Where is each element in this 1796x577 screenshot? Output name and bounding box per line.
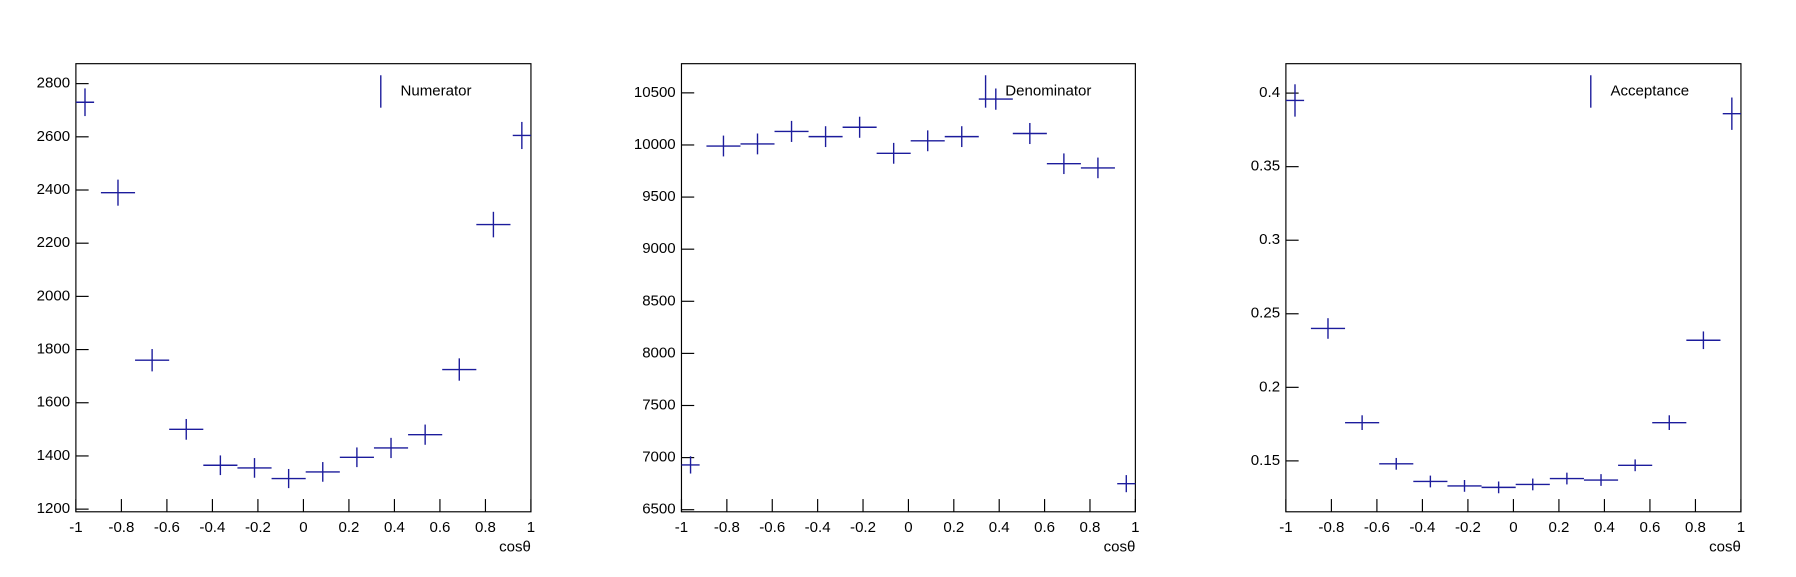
y-tick-label: 0.4 (1259, 84, 1280, 101)
x-tick-label: 0 (299, 519, 307, 536)
x-tick-label: -0.6 (759, 519, 785, 536)
x-tick-label: -0.2 (245, 519, 271, 536)
x-tick-label: -0.6 (1364, 519, 1390, 536)
y-tick-label: 2000 (37, 287, 70, 304)
y-tick-label: 2600 (37, 128, 70, 145)
y-tick-label: 10500 (634, 84, 676, 101)
y-tick-label: 6500 (642, 501, 675, 518)
y-tick-label: 7500 (642, 396, 675, 413)
x-tick-label: -0.8 (1318, 519, 1344, 536)
x-tick-label: -1 (1279, 519, 1292, 536)
x-tick-label: 0.4 (1594, 519, 1615, 536)
x-tick-label: -0.8 (714, 519, 740, 536)
x-tick-label: 0.6 (429, 519, 450, 536)
legend-label: Acceptance (1610, 82, 1689, 99)
x-tick-label: 1 (1737, 519, 1745, 536)
x-tick-label: -0.2 (850, 519, 876, 536)
x-tick-label: 1 (1131, 519, 1139, 536)
x-tick-label: 0.6 (1639, 519, 1660, 536)
x-tick-label: 0.8 (475, 519, 496, 536)
y-tick-label: 2400 (37, 181, 70, 198)
y-tick-label: 1800 (37, 341, 70, 358)
plot-frame (1285, 63, 1742, 513)
legend-label: Denominator (1005, 82, 1091, 99)
plot-frame (75, 63, 532, 513)
x-tick-label: 0.4 (989, 519, 1010, 536)
x-tick-label: 0 (1509, 519, 1517, 536)
x-tick-label: 0.8 (1685, 519, 1706, 536)
x-axis-label: cosθ (1709, 539, 1741, 556)
y-tick-label: 1200 (37, 500, 70, 517)
x-tick-label: 0.4 (384, 519, 405, 536)
y-tick-label: 9500 (642, 188, 675, 205)
y-tick-label: 2200 (37, 234, 70, 251)
x-tick-label: 0.2 (338, 519, 359, 536)
y-tick-label: 7000 (642, 449, 675, 466)
y-tick-label: 1400 (37, 447, 70, 464)
x-tick-label: 0.2 (1548, 519, 1569, 536)
x-tick-label: -0.4 (199, 519, 225, 536)
y-tick-label: 2800 (37, 75, 70, 92)
y-tick-label: 8000 (642, 344, 675, 361)
y-tick-label: 0.15 (1251, 452, 1280, 469)
x-tick-label: -1 (69, 519, 82, 536)
x-axis-label: cosθ (499, 539, 531, 556)
x-tick-label: 0.8 (1080, 519, 1101, 536)
x-axis-label: cosθ (1104, 539, 1136, 556)
x-tick-label: -0.6 (154, 519, 180, 536)
legend-label: Numerator (400, 82, 471, 99)
y-tick-label: 10000 (634, 136, 676, 153)
x-tick-label: -0.4 (1409, 519, 1435, 536)
x-tick-label: 0 (904, 519, 912, 536)
y-tick-label: 9000 (642, 240, 675, 257)
y-tick-label: 0.35 (1251, 158, 1280, 175)
x-tick-label: -0.8 (108, 519, 134, 536)
y-tick-label: 1600 (37, 394, 70, 411)
x-tick-label: 1 (527, 519, 535, 536)
x-tick-label: -0.2 (1455, 519, 1481, 536)
y-tick-label: 0.3 (1259, 231, 1280, 248)
x-tick-label: -1 (675, 519, 688, 536)
y-tick-label: 0.25 (1251, 305, 1280, 322)
plot-frame (680, 63, 1136, 513)
x-tick-label: 0.6 (1034, 519, 1055, 536)
y-tick-label: 8500 (642, 292, 675, 309)
y-tick-label: 0.2 (1259, 378, 1280, 395)
x-tick-label: 0.2 (943, 519, 964, 536)
x-tick-label: -0.4 (805, 519, 831, 536)
